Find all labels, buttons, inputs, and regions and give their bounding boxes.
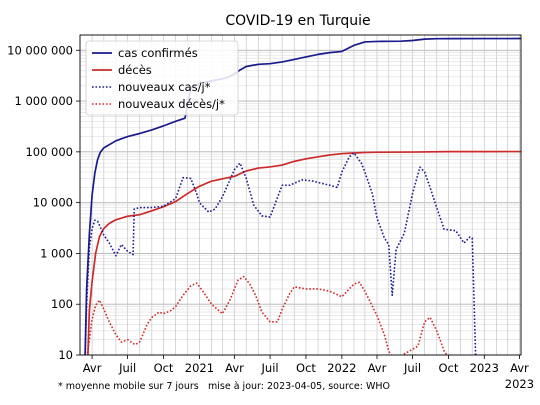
x-tick-label: 2021 (185, 361, 214, 375)
y-axis: 10 100 1 000 10 000 100 000 1 000 000 10 000 0… (7, 43, 80, 362)
legend: cas confirmés décès nouveaux cas/j* nouveau… (85, 40, 239, 116)
legend-label: nouveaux cas/j* (118, 80, 211, 94)
x-year-label: 2023 (505, 377, 534, 391)
x-axis: Avr Juil Oct 2021 Avr Juil Oct 2022 Avr Juil Oct 20… (83, 355, 534, 391)
source-note: mise à jour: 2023-04-05, source: WHO (208, 381, 390, 392)
x-tick-label: Oct (438, 361, 458, 375)
plot-frame (79, 34, 522, 356)
y-tick-label: 100 (51, 297, 73, 311)
series-line-1 (87, 150, 521, 355)
x-tick-label: Avr (368, 361, 387, 375)
x-tick-label: Oct (296, 361, 316, 375)
x-tick-label: Avr (510, 361, 529, 375)
legend-label: décès (118, 63, 152, 77)
x-tick-label: Juil (261, 361, 279, 375)
x-tick-label: Juil (118, 361, 136, 375)
footnote: * moyenne mobile sur 7 jours (58, 381, 199, 392)
legend-box (85, 40, 239, 116)
x-tick-label: Avr (83, 361, 102, 375)
chart-title: COVID-19 en Turquie (225, 13, 370, 29)
y-tick-label: 1 000 (40, 246, 73, 260)
x-tick-label: Oct (154, 361, 174, 375)
series-line-3 (86, 275, 448, 355)
y-tick-label: 10 (58, 348, 73, 362)
legend-label: nouveaux décès/j* (118, 97, 225, 111)
y-tick-label: 1 000 000 (14, 94, 73, 108)
y-tick-label: 100 000 (25, 145, 73, 159)
x-tick-label: 2022 (327, 361, 356, 375)
series-line-2 (84, 152, 477, 355)
y-tick-label: 10 000 (33, 196, 73, 210)
x-tick-label: Avr (225, 361, 244, 375)
y-tick-label: 10 000 000 (7, 43, 73, 57)
legend-label: cas confirmés (118, 46, 198, 60)
x-tick-label: 2023 (470, 361, 499, 375)
x-tick-label: Juil (403, 361, 421, 375)
